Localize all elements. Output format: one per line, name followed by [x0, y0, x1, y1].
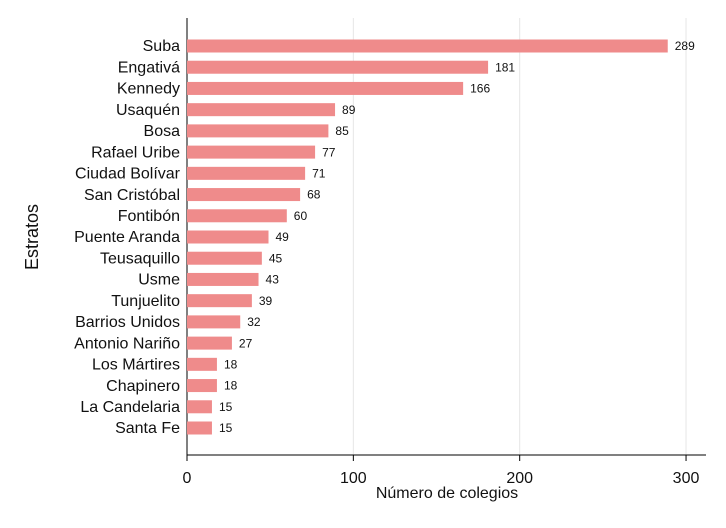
value-label: 18 — [224, 358, 238, 372]
y-tick-label: Chapinero — [106, 378, 180, 395]
bar — [187, 294, 252, 308]
y-tick-label: Ciudad Bolívar — [75, 166, 181, 183]
x-tick-label: 0 — [183, 470, 192, 487]
value-label: 85 — [335, 124, 349, 138]
value-label: 60 — [294, 209, 308, 223]
value-label: 15 — [219, 400, 233, 414]
y-tick-label: Antonio Nariño — [74, 335, 180, 352]
bar — [187, 145, 316, 159]
x-axis-label: Número de colegios — [376, 485, 518, 502]
bar — [187, 230, 269, 244]
y-tick-label: La Candelaria — [80, 399, 180, 416]
y-tick-label: Bosa — [144, 123, 181, 140]
x-tick-label: 200 — [506, 470, 533, 487]
bar — [187, 124, 329, 138]
value-label: 166 — [470, 82, 490, 96]
bar — [187, 188, 301, 202]
bar — [187, 421, 212, 435]
y-tick-label: San Cristóbal — [84, 187, 180, 204]
y-axis-label: Estratos — [22, 204, 42, 270]
y-tick-label: Puente Aranda — [74, 229, 180, 246]
value-label: 289 — [675, 39, 695, 53]
bar — [187, 357, 217, 371]
value-label: 181 — [495, 60, 515, 74]
y-tick-label: Usme — [138, 272, 180, 289]
y-tick-label: Tunjuelito — [111, 293, 180, 310]
bar — [187, 272, 259, 286]
y-tick-label: Los Mártires — [92, 357, 180, 374]
y-tick-label: Engativá — [118, 59, 180, 76]
y-tick-label: Barrios Unidos — [75, 314, 180, 331]
x-tick-label: 100 — [340, 470, 367, 487]
y-tick-label: Suba — [143, 38, 180, 55]
bar — [187, 39, 668, 53]
x-tick-label: 300 — [673, 470, 700, 487]
bar — [187, 60, 489, 74]
bar — [187, 81, 464, 95]
bar — [187, 251, 262, 265]
value-label: 15 — [219, 421, 233, 435]
bar — [187, 379, 217, 393]
value-label: 77 — [322, 145, 336, 159]
value-label: 43 — [266, 273, 280, 287]
value-label: 49 — [276, 230, 290, 244]
bar — [187, 209, 287, 223]
y-tick-label: Teusaquillo — [100, 250, 180, 267]
bar — [187, 400, 212, 414]
value-label: 45 — [269, 251, 283, 265]
value-label: 32 — [247, 315, 261, 329]
bar — [187, 103, 336, 117]
value-label: 68 — [307, 188, 321, 202]
value-label: 27 — [239, 336, 253, 350]
bar — [187, 336, 232, 350]
bar — [187, 315, 241, 329]
value-label: 18 — [224, 379, 238, 393]
value-label: 89 — [342, 103, 356, 117]
y-tick-label: Kennedy — [117, 81, 180, 98]
y-tick-label: Usaquén — [116, 102, 180, 119]
y-tick-label: Santa Fe — [115, 420, 180, 437]
bar — [187, 166, 306, 180]
value-label: 39 — [259, 294, 273, 308]
value-label: 71 — [312, 167, 326, 181]
y-tick-label: Rafael Uribe — [91, 144, 180, 161]
y-tick-label: Fontibón — [118, 208, 180, 225]
